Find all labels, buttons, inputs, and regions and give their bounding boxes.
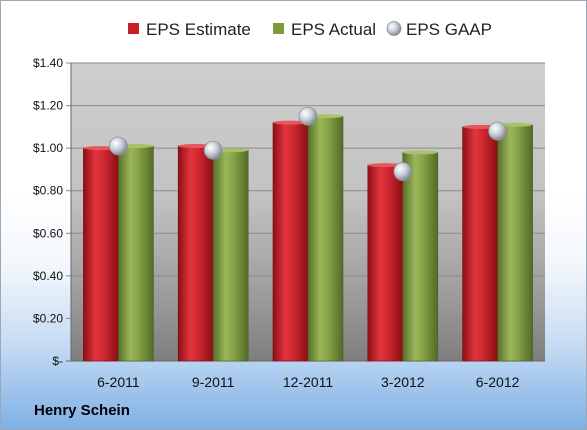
x-axis-ticks: 6-2011 9-2011 12-2011 3-2012 6-2012 bbox=[97, 374, 519, 390]
y-tick-label: $1.00 bbox=[33, 141, 63, 155]
legend: EPS Estimate EPS Actual EPS GAAP bbox=[128, 20, 492, 39]
bar-eps-actual bbox=[212, 149, 249, 362]
bar-eps-estimate bbox=[83, 147, 119, 362]
bar-eps-actual bbox=[118, 145, 154, 362]
bar-eps-estimate bbox=[272, 122, 309, 362]
bar-eps-actual bbox=[497, 124, 533, 362]
bar-eps-estimate bbox=[367, 164, 404, 362]
x-tick-label: 12-2011 bbox=[283, 374, 334, 390]
y-tick-label: $0.60 bbox=[33, 226, 63, 240]
marker-eps-gaap bbox=[488, 121, 508, 141]
x-tick-label: 9-2011 bbox=[192, 374, 235, 390]
legend-label: EPS Estimate bbox=[146, 20, 251, 39]
legend-label: EPS GAAP bbox=[406, 20, 492, 39]
marker-eps-gaap bbox=[109, 136, 128, 156]
marker-eps-gaap bbox=[298, 106, 318, 126]
bar-eps-estimate bbox=[462, 126, 498, 362]
bar-eps-actual bbox=[402, 152, 439, 362]
gaap-markers bbox=[109, 106, 508, 181]
bar-eps-actual bbox=[307, 115, 344, 362]
bar-top-cap bbox=[273, 120, 308, 125]
y-tick-label: $0.80 bbox=[33, 184, 63, 198]
marker-eps-gaap bbox=[203, 140, 223, 160]
bar-eps-estimate bbox=[177, 145, 214, 362]
bar-top-cap bbox=[367, 163, 403, 168]
x-tick-label: 6-2012 bbox=[476, 374, 520, 390]
marker-eps-gaap bbox=[393, 162, 413, 181]
bar-top-cap bbox=[497, 122, 533, 127]
y-tick-label: $- bbox=[52, 354, 63, 368]
y-axis-ticks: $- $0.20 $0.40 $0.60 $0.80 $1.00 $1.20 $1.40 bbox=[33, 56, 63, 368]
company-name: Henry Schein bbox=[34, 402, 130, 419]
legend-label: EPS Actual bbox=[291, 20, 376, 39]
legend-swatch-estimate bbox=[128, 23, 139, 34]
y-tick-label: $1.40 bbox=[33, 56, 63, 70]
y-tick-label: $0.40 bbox=[33, 269, 63, 283]
x-tick-label: 6-2011 bbox=[97, 374, 140, 390]
bar-top-cap bbox=[402, 150, 438, 155]
y-tick-label: $1.20 bbox=[33, 99, 63, 113]
bars bbox=[83, 114, 533, 362]
x-tick-label: 3-2012 bbox=[381, 374, 425, 390]
legend-swatch-actual bbox=[273, 23, 284, 34]
legend-swatch-gaap bbox=[386, 21, 402, 36]
y-tick-label: $0.20 bbox=[33, 311, 63, 325]
